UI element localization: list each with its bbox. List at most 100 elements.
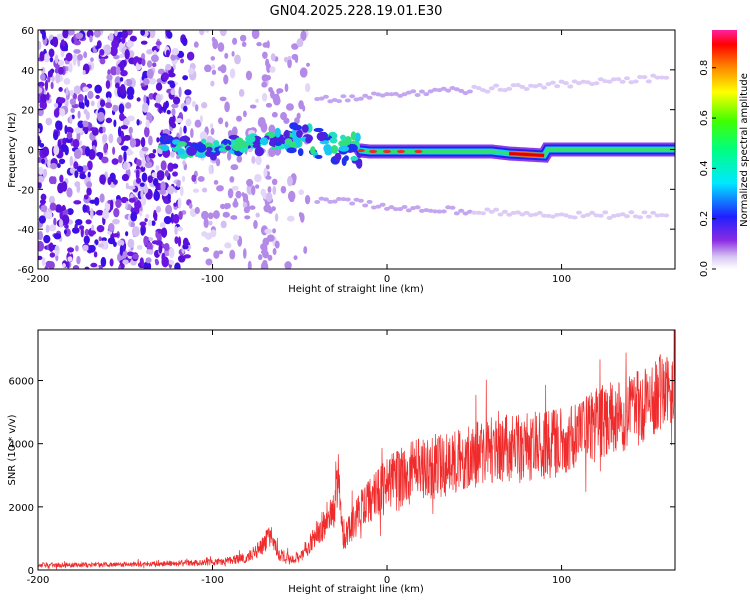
- noise-blob: [73, 148, 82, 160]
- noise-blob: [53, 217, 57, 226]
- noise-blob: [40, 158, 46, 164]
- noise-blob: [163, 242, 170, 252]
- noise-blob: [146, 68, 154, 79]
- noise-blob: [50, 81, 54, 90]
- noise-blob: [161, 252, 166, 262]
- noise-blob: [82, 86, 90, 92]
- main-band-blob: [350, 131, 357, 141]
- noise-blob: [89, 35, 93, 43]
- upper-sideband-mark: [645, 79, 652, 84]
- noise-blob: [72, 138, 80, 149]
- main-band-hot-dash: [383, 149, 392, 154]
- noise-blob: [182, 237, 189, 247]
- noise-blob: [128, 126, 133, 135]
- noise-blob: [47, 261, 55, 269]
- noise-blob: [79, 173, 87, 180]
- noise-blob: [64, 145, 69, 156]
- noise-blob: [98, 236, 102, 242]
- noise-blob: [98, 126, 104, 134]
- noise-blob: [38, 255, 43, 261]
- main-band-blob: [297, 148, 304, 157]
- noise-blob: [62, 263, 66, 268]
- noise-blob: [76, 255, 81, 265]
- noise-blob: [180, 186, 184, 197]
- noise-blob: [38, 40, 42, 51]
- noise-blob: [253, 220, 258, 229]
- noise-blob: [303, 246, 308, 254]
- noise-blob: [88, 244, 96, 253]
- noise-blob: [171, 103, 179, 109]
- noise-blob: [97, 111, 105, 122]
- noise-blob: [140, 189, 144, 199]
- y-tick-label: 2000: [9, 503, 34, 514]
- noise-blob: [171, 122, 177, 129]
- noise-blob: [267, 186, 272, 193]
- noise-blob: [94, 84, 102, 94]
- noise-blob: [101, 156, 109, 164]
- noise-blob: [194, 119, 202, 128]
- noise-blob: [125, 78, 133, 87]
- noise-blob: [152, 62, 157, 68]
- noise-blob: [66, 260, 70, 269]
- noise-blob: [119, 245, 124, 257]
- noise-blob: [155, 165, 160, 172]
- upper-sideband-mark: [418, 89, 425, 94]
- noise-blob: [48, 48, 55, 58]
- colorbar-tick-label: 0.4: [699, 160, 710, 176]
- noise-blob: [114, 82, 120, 89]
- noise-blob: [38, 87, 43, 94]
- noise-blob: [152, 149, 157, 154]
- noise-blob: [241, 41, 247, 47]
- noise-blob: [124, 49, 130, 60]
- noise-blob: [143, 77, 150, 86]
- noise-blob: [128, 197, 136, 203]
- noise-blob: [155, 191, 160, 197]
- noise-blob: [271, 178, 278, 186]
- noise-blob: [160, 227, 168, 238]
- noise-blob: [45, 117, 53, 126]
- noise-blob: [77, 93, 84, 103]
- noise-blob: [102, 133, 108, 142]
- noise-blob: [160, 160, 167, 171]
- upper-sideband-mark: [650, 73, 657, 78]
- x-tick-label: -200: [27, 575, 50, 586]
- lower-sideband-mark: [606, 215, 613, 220]
- noise-blob: [139, 257, 144, 266]
- noise-blob: [287, 190, 296, 202]
- noise-blob: [242, 110, 247, 118]
- upper-sideband-mark: [466, 89, 473, 94]
- main-band-blob: [225, 145, 231, 151]
- noise-blob: [265, 102, 273, 108]
- noise-blob: [238, 88, 245, 97]
- noise-blob: [171, 47, 180, 56]
- noise-blob: [67, 247, 75, 253]
- noise-blob: [38, 175, 45, 183]
- noise-blob: [137, 57, 143, 65]
- noise-blob: [286, 215, 295, 222]
- x-tick-label: 100: [552, 274, 571, 285]
- lower-sideband-mark: [541, 213, 548, 218]
- noise-blob: [127, 203, 132, 211]
- noise-blob: [268, 124, 276, 135]
- lower-sideband-mark: [523, 210, 530, 215]
- noise-blob: [263, 167, 268, 179]
- main-band-blob: [316, 131, 327, 142]
- snr-frame: [37, 329, 676, 571]
- noise-blob: [155, 230, 159, 238]
- noise-blob: [167, 185, 175, 195]
- noise-blob: [141, 146, 149, 152]
- noise-blob: [72, 92, 77, 100]
- noise-blob: [175, 117, 183, 123]
- noise-blob: [284, 261, 292, 269]
- upper-sideband-mark: [414, 92, 421, 97]
- noise-blob: [139, 221, 147, 227]
- noise-blob: [298, 189, 305, 196]
- noise-blob: [105, 91, 112, 100]
- noise-blob: [183, 125, 187, 134]
- main-band-blob: [177, 148, 185, 155]
- noise-blob: [170, 150, 175, 158]
- noise-blob: [211, 69, 217, 75]
- lower-sideband-mark: [493, 207, 500, 212]
- noise-blob: [255, 98, 259, 103]
- noise-blob: [224, 242, 232, 249]
